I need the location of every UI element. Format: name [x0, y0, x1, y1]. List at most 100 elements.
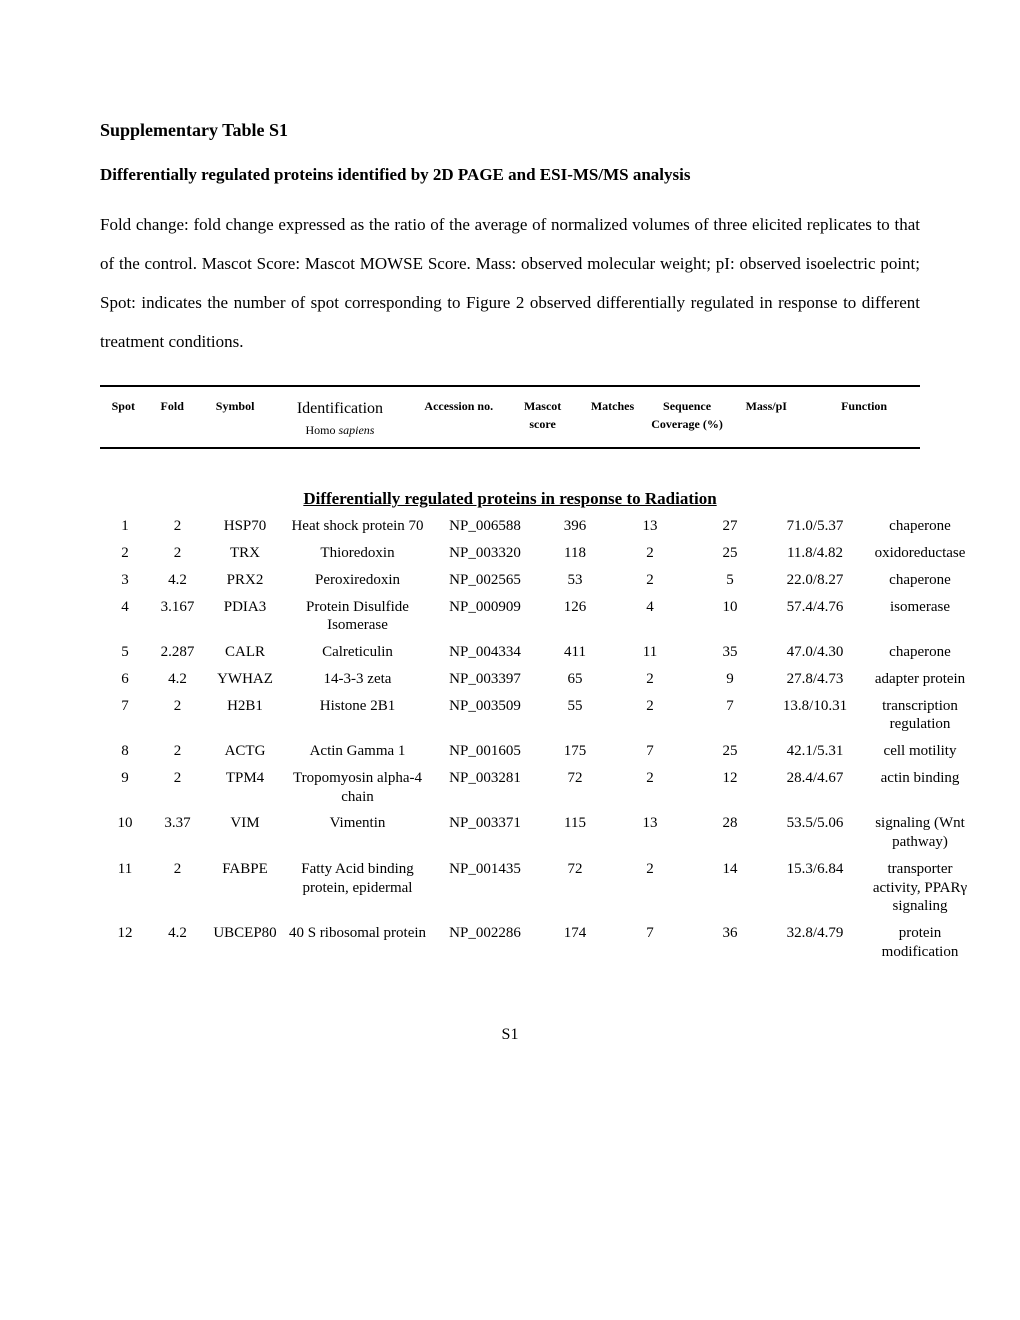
cell-seqcov: 12: [690, 765, 770, 811]
table-row: 82ACTGActin Gamma 1NP_00160517572542.1/5…: [100, 738, 980, 765]
cell-seqcov: 7: [690, 693, 770, 739]
cell-spot: 11: [100, 856, 150, 920]
cell-masspi: 57.4/4.76: [770, 594, 860, 640]
cell-seqcov: 5: [690, 567, 770, 594]
cell-identification: Histone 2B1: [285, 693, 430, 739]
cell-identification: Fatty Acid binding protein, epidermal: [285, 856, 430, 920]
cell-function: cell motility: [860, 738, 980, 765]
cell-seqcov: 9: [690, 666, 770, 693]
cell-seqcov: 25: [690, 540, 770, 567]
col-id-main: Identification: [272, 397, 407, 421]
cell-function: chaperone: [860, 639, 980, 666]
cell-spot: 7: [100, 693, 150, 739]
protein-table: 12HSP70Heat shock protein 70NP_006588396…: [100, 513, 980, 965]
cell-accession: NP_001605: [430, 738, 540, 765]
cell-symbol: FABPE: [205, 856, 285, 920]
cell-function: protein modification: [860, 920, 980, 966]
cell-masspi: 28.4/4.67: [770, 765, 860, 811]
cell-identification: Actin Gamma 1: [285, 738, 430, 765]
cell-accession: NP_001435: [430, 856, 540, 920]
cell-masspi: 71.0/5.37: [770, 513, 860, 540]
cell-matches: 2: [610, 765, 690, 811]
cell-matches: 7: [610, 738, 690, 765]
table-row: 124.2UBCEP8040 S ribosomal proteinNP_002…: [100, 920, 980, 966]
cell-identification: Thioredoxin: [285, 540, 430, 567]
cell-masspi: 47.0/4.30: [770, 639, 860, 666]
cell-seqcov: 35: [690, 639, 770, 666]
table-description: Fold change: fold change expressed as th…: [100, 205, 920, 361]
cell-spot: 6: [100, 666, 150, 693]
cell-matches: 2: [610, 666, 690, 693]
cell-spot: 2: [100, 540, 150, 567]
table-row: 112FABPEFatty Acid binding protein, epid…: [100, 856, 980, 920]
cell-fold: 4.2: [150, 666, 205, 693]
cell-masspi: 32.8/4.79: [770, 920, 860, 966]
cell-symbol: YWHAZ: [205, 666, 285, 693]
cell-spot: 5: [100, 639, 150, 666]
cell-masspi: 53.5/5.06: [770, 810, 860, 856]
cell-masspi: 42.1/5.31: [770, 738, 860, 765]
cell-symbol: H2B1: [205, 693, 285, 739]
cell-fold: 2: [150, 513, 205, 540]
cell-accession: NP_006588: [430, 513, 540, 540]
col-symbol: Symbol: [198, 397, 273, 415]
cell-seqcov: 14: [690, 856, 770, 920]
section-header: Differentially regulated proteins in res…: [100, 489, 920, 509]
cell-accession: NP_002286: [430, 920, 540, 966]
cell-identification: Calreticulin: [285, 639, 430, 666]
col-matches: Matches: [575, 397, 650, 415]
cell-fold: 2.287: [150, 639, 205, 666]
cell-symbol: TRX: [205, 540, 285, 567]
cell-symbol: ACTG: [205, 738, 285, 765]
cell-seqcov: 36: [690, 920, 770, 966]
cell-symbol: TPM4: [205, 765, 285, 811]
cell-accession: NP_003509: [430, 693, 540, 739]
page-number: S1: [100, 1026, 920, 1044]
cell-fold: 2: [150, 693, 205, 739]
table-row: 103.37VIMVimentinNP_003371115132853.5/5.…: [100, 810, 980, 856]
cell-fold: 4.2: [150, 567, 205, 594]
table-row: 43.167PDIA3Protein Disulfide IsomeraseNP…: [100, 594, 980, 640]
col-id-sub: Homo sapiens: [272, 421, 407, 439]
cell-symbol: PRX2: [205, 567, 285, 594]
cell-spot: 10: [100, 810, 150, 856]
table-row: 34.2PRX2PeroxiredoxinNP_002565532522.0/8…: [100, 567, 980, 594]
cell-mascot: 126: [540, 594, 610, 640]
cell-symbol: VIM: [205, 810, 285, 856]
cell-identification: Vimentin: [285, 810, 430, 856]
cell-fold: 2: [150, 738, 205, 765]
cell-identification: 40 S ribosomal protein: [285, 920, 430, 966]
cell-spot: 8: [100, 738, 150, 765]
cell-seqcov: 28: [690, 810, 770, 856]
cell-masspi: 13.8/10.31: [770, 693, 860, 739]
cell-mascot: 174: [540, 920, 610, 966]
cell-mascot: 115: [540, 810, 610, 856]
cell-spot: 12: [100, 920, 150, 966]
col-accession: Accession no.: [408, 397, 511, 415]
cell-accession: NP_000909: [430, 594, 540, 640]
cell-masspi: 15.3/6.84: [770, 856, 860, 920]
cell-fold: 3.167: [150, 594, 205, 640]
cell-fold: 4.2: [150, 920, 205, 966]
cell-function: actin binding: [860, 765, 980, 811]
cell-matches: 7: [610, 920, 690, 966]
cell-mascot: 72: [540, 856, 610, 920]
table-subtitle: Differentially regulated proteins identi…: [100, 165, 920, 185]
cell-mascot: 55: [540, 693, 610, 739]
col-function: Function: [808, 397, 920, 415]
cell-mascot: 72: [540, 765, 610, 811]
cell-function: adapter protein: [860, 666, 980, 693]
table-row: 72H2B1Histone 2B1NP_003509552713.8/10.31…: [100, 693, 980, 739]
cell-matches: 11: [610, 639, 690, 666]
cell-accession: NP_003281: [430, 765, 540, 811]
cell-spot: 4: [100, 594, 150, 640]
cell-identification: Protein Disulfide Isomerase: [285, 594, 430, 640]
cell-function: chaperone: [860, 513, 980, 540]
cell-matches: 2: [610, 693, 690, 739]
cell-fold: 2: [150, 765, 205, 811]
cell-matches: 13: [610, 810, 690, 856]
cell-fold: 2: [150, 540, 205, 567]
cell-function: transcription regulation: [860, 693, 980, 739]
cell-accession: NP_003320: [430, 540, 540, 567]
table-title: Supplementary Table S1: [100, 120, 920, 141]
